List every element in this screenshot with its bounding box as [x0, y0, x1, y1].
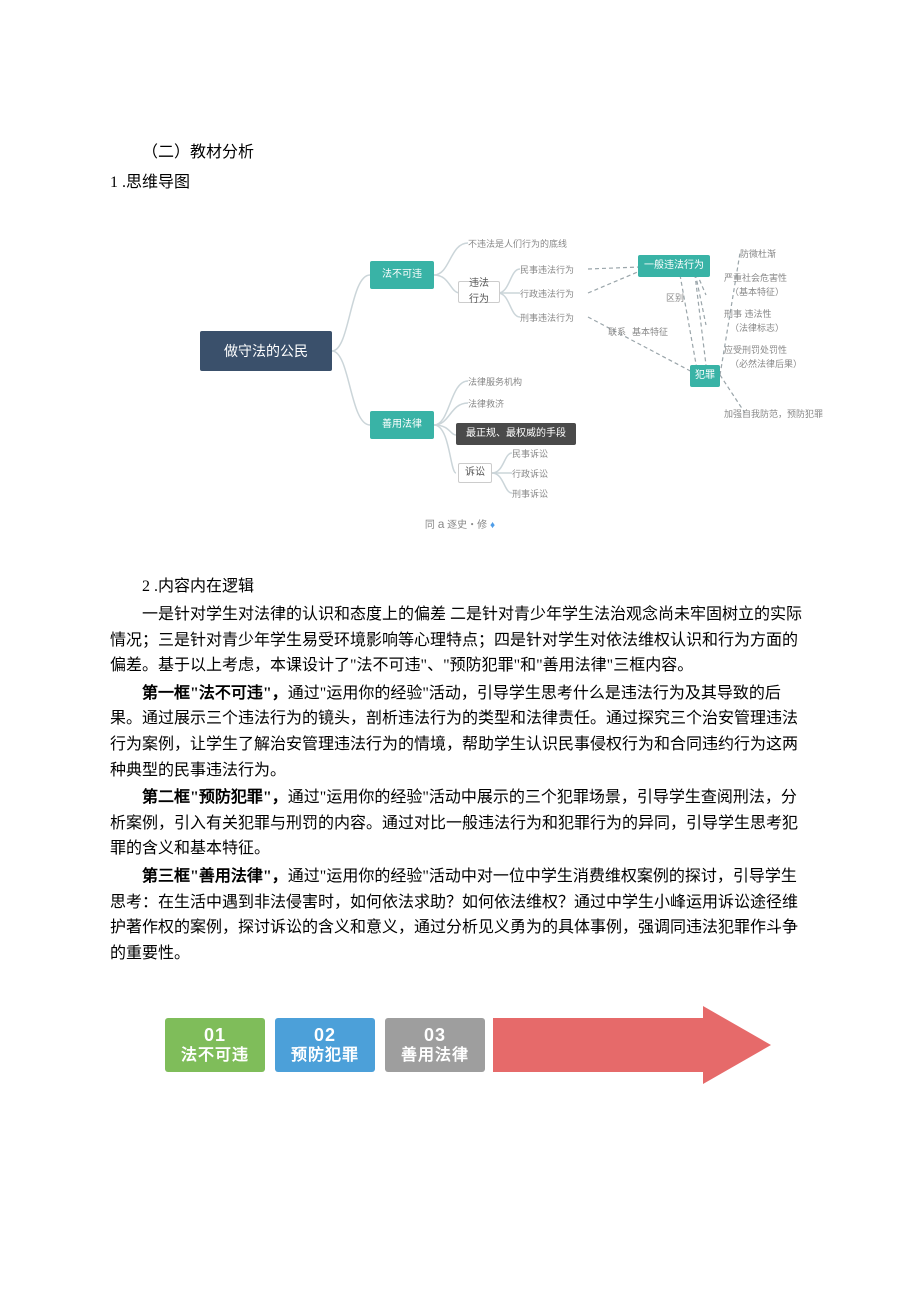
seg-0-num: 01 [204, 1025, 226, 1047]
arrow-seg-2: 03 善用法律 [385, 1018, 485, 1072]
seg-1-label: 预防犯罪 [291, 1046, 359, 1065]
leaf-a2-i0: 民事违法行为 [520, 263, 574, 277]
leaf-b-s0: 民事诉讼 [512, 447, 548, 461]
arrow-seg-1: 02 预防犯罪 [275, 1018, 375, 1072]
sub-heading-1: 1 .思维导图 [110, 170, 810, 196]
seg-0-label: 法不可违 [181, 1046, 249, 1065]
leaf-a2-i1: 行政违法行为 [520, 287, 574, 301]
mind-map: 做守法的公民 法不可违 不违法是人们行为的底线 违法行为 民事违法行为 行政违法… [200, 225, 810, 505]
arrow-poly [493, 1006, 771, 1084]
right-bottom: 加强自我防范，预防犯罪 [724, 407, 823, 421]
cap-post: 逐史・修 [447, 520, 490, 531]
frame-3: 第三框"善用法律"，通过"运用你的经验"活动中对一位中学生消费维权案例的探讨，引… [110, 864, 810, 966]
link-b: 区别 [666, 291, 684, 305]
leaf-a2-label: 违法行为 [458, 281, 500, 303]
link-a: 联系 [608, 325, 626, 339]
crime-0s: （基本特征） [730, 285, 784, 299]
mindmap-caption: 同 a 逐史・修 ♦ [110, 515, 810, 534]
crime-1: 刑事 违法性 [724, 307, 772, 321]
arrow-seg-0: 01 法不可违 [165, 1018, 265, 1072]
leaf-b1: 法律服务机构 [468, 375, 522, 389]
crime-1s: （法律标志） [730, 321, 784, 335]
cap-mark: ♦ [490, 520, 495, 531]
arrow-shape [493, 1006, 773, 1084]
link-general-text: 一般违法行为 [644, 258, 704, 274]
branch-b: 善用法律 [370, 411, 434, 439]
arrow-diagram: 01 法不可违 02 预防犯罪 03 善用法律 [110, 1006, 810, 1084]
crime-node: 犯罪 [690, 365, 720, 387]
frame-3-title: 第三框"善用法律"， [142, 868, 288, 885]
frame-2: 第二框"预防犯罪"，通过"运用你的经验"活动中展示的三个犯罪场景，引导学生查阅刑… [110, 785, 810, 862]
leaf-b2: 法律救济 [468, 397, 504, 411]
frame-1-title: 第一框"法不可违"， [142, 685, 288, 702]
leaf-b-sub: 诉讼 [458, 463, 492, 483]
seg-2-num: 03 [424, 1025, 446, 1047]
crime-0: 严重社会危害性 [724, 271, 787, 285]
leaf-a2-i2: 刑事违法行为 [520, 311, 574, 325]
basic: 基本特征 [632, 325, 668, 339]
mindmap-root: 做守法的公民 [200, 331, 332, 371]
mind-map-container: 做守法的公民 法不可违 不违法是人们行为的底线 违法行为 民事违法行为 行政违法… [110, 225, 810, 505]
section-heading: （二）教材分析 [110, 140, 810, 166]
leaf-b-s2: 刑事诉讼 [512, 487, 548, 501]
frame-1: 第一框"法不可违"，通过"运用你的经验"活动，引导学生思考什么是违法行为及其导致… [110, 681, 810, 783]
crime-2s: （必然法律后果） [730, 357, 802, 371]
leaf-a1: 不违法是人们行为的底线 [468, 237, 567, 251]
heading-2: 2 .内容内在逻辑 [110, 574, 810, 600]
leaf-b-highlight: 最正规、最权威的手段 [456, 423, 576, 445]
right-top: 防微杜渐 [740, 247, 776, 261]
seg-1-num: 02 [314, 1025, 336, 1047]
leaf-b-s1: 行政诉讼 [512, 467, 548, 481]
para-1: 一是针对学生对法律的认识和态度上的偏差 二是针对青少年学生法治观念尚未牢固树立的… [110, 602, 810, 679]
crime-2: 应受刑罚处罚性 [724, 343, 787, 357]
seg-2-label: 善用法律 [401, 1046, 469, 1065]
cap-mid: a [438, 517, 445, 531]
link-general: 一般违法行为 [638, 255, 710, 277]
branch-a: 法不可违 [370, 261, 434, 289]
cap-pre: 同 [425, 520, 435, 531]
frame-2-title: 第二框"预防犯罪"， [142, 789, 288, 806]
